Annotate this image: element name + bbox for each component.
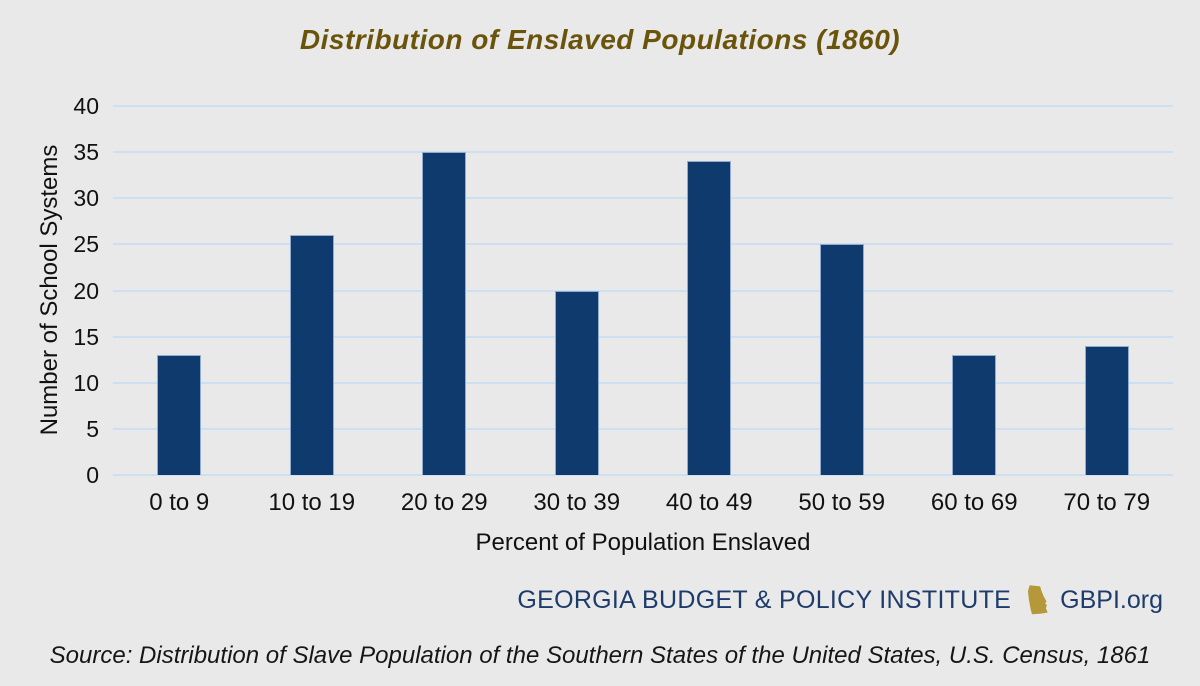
gridline [113, 197, 1173, 200]
source-note: Source: Distribution of Slave Population… [49, 642, 1151, 669]
x-tick-label: 50 to 59 [798, 489, 886, 516]
bar-slot [246, 106, 379, 475]
gridline [113, 474, 1173, 476]
y-tick-label: 5 [86, 415, 99, 442]
bar-20-to-29 [422, 152, 467, 475]
x-tick-label: 40 to 49 [665, 489, 753, 516]
bar-slot [776, 106, 909, 475]
org-name: GEORGIA BUDGET & POLICY INSTITUTE [517, 585, 1012, 614]
gridline [113, 335, 1173, 338]
y-tick-label: 0 [86, 462, 99, 488]
y-axis-title: Number of School Systems [36, 144, 63, 436]
bar-slot [1041, 106, 1174, 475]
brand-footer: GEORGIA BUDGET & POLICY INSTITUTE GBPI.o… [517, 583, 1163, 617]
gridline [113, 105, 1173, 107]
x-axis-title: Percent of Population Enslaved [475, 529, 811, 556]
y-tick-label: 20 [73, 277, 99, 304]
x-tick-label: 0 to 9 [149, 489, 210, 516]
bar-slot [643, 106, 776, 475]
bar-0-to-9 [157, 355, 202, 475]
bar-slot [908, 106, 1041, 475]
bar-30-to-39 [554, 290, 599, 475]
y-tick-label: 10 [73, 369, 99, 396]
x-tick-label: 60 to 69 [930, 489, 1018, 516]
gridline [113, 243, 1173, 246]
gridline [113, 381, 1173, 384]
x-axis-ticks: 0 to 9 10 to 19 20 to 29 30 to 39 40 to 49 50… [113, 489, 1173, 517]
bar-50-to-59 [819, 244, 864, 475]
y-tick-label: 15 [73, 323, 99, 350]
gridline [113, 151, 1173, 154]
x-tick-label: 30 to 39 [533, 489, 621, 516]
site-link-text: GBPI.org [1060, 585, 1163, 614]
y-tick-label: 25 [73, 231, 99, 258]
y-tick-label: 40 [73, 93, 99, 119]
bar-60-to-69 [952, 355, 997, 475]
bar-slot [378, 106, 511, 475]
bar-slot [511, 106, 644, 475]
bar-10-to-19 [289, 235, 334, 475]
bar-40-to-49 [687, 161, 732, 475]
x-tick-label: 10 to 19 [268, 489, 356, 516]
bar-70-to-79 [1084, 345, 1129, 475]
gridline [113, 427, 1173, 430]
bar-slot [113, 106, 246, 475]
x-tick-label: 70 to 79 [1063, 489, 1151, 516]
x-tick-label: 20 to 29 [400, 489, 488, 516]
bars-container [113, 106, 1173, 475]
plot-area [113, 105, 1173, 476]
y-tick-label: 30 [73, 185, 99, 212]
gridline [113, 289, 1173, 292]
chart-title: Distribution of Enslaved Populations (18… [299, 24, 901, 55]
y-axis-ticks: 0 5 10 15 20 25 30 35 40 [0, 93, 99, 488]
y-tick-label: 35 [73, 139, 99, 166]
georgia-state-icon [1028, 585, 1048, 615]
